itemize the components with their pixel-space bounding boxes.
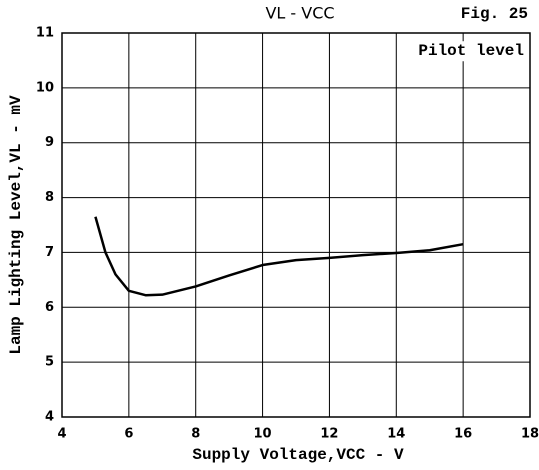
x-tick-label: 4 xyxy=(57,427,66,442)
x-tick-label: 10 xyxy=(254,427,272,442)
x-tick-label: 12 xyxy=(320,427,338,442)
y-tick-label: 6 xyxy=(45,300,54,315)
annotation: Pilot level xyxy=(418,42,524,60)
y-tick-label: 10 xyxy=(36,80,54,95)
chart-title: VL - VCC xyxy=(265,4,334,23)
y-tick-label: 7 xyxy=(45,245,54,260)
x-tick-label: 8 xyxy=(191,427,200,442)
y-tick-label: 4 xyxy=(45,410,54,425)
x-tick-label: 14 xyxy=(387,427,405,442)
y-tick-label: 5 xyxy=(45,355,54,370)
y-tick-label: 11 xyxy=(36,26,54,41)
y-tick-label: 8 xyxy=(45,190,54,205)
y-axis-label: Lamp Lighting Level,VL - mV xyxy=(7,95,25,355)
y-tick-label: 9 xyxy=(45,135,54,150)
x-tick-label: 18 xyxy=(521,427,539,442)
annotation-background xyxy=(415,41,527,62)
figure-label: Fig. 25 xyxy=(461,5,528,23)
x-axis-label: Supply Voltage,VCC - V xyxy=(192,446,404,464)
plot-frame xyxy=(61,32,531,418)
x-tick-label: 16 xyxy=(454,427,472,442)
data-line xyxy=(94,216,464,297)
x-tick-label: 6 xyxy=(124,427,133,442)
